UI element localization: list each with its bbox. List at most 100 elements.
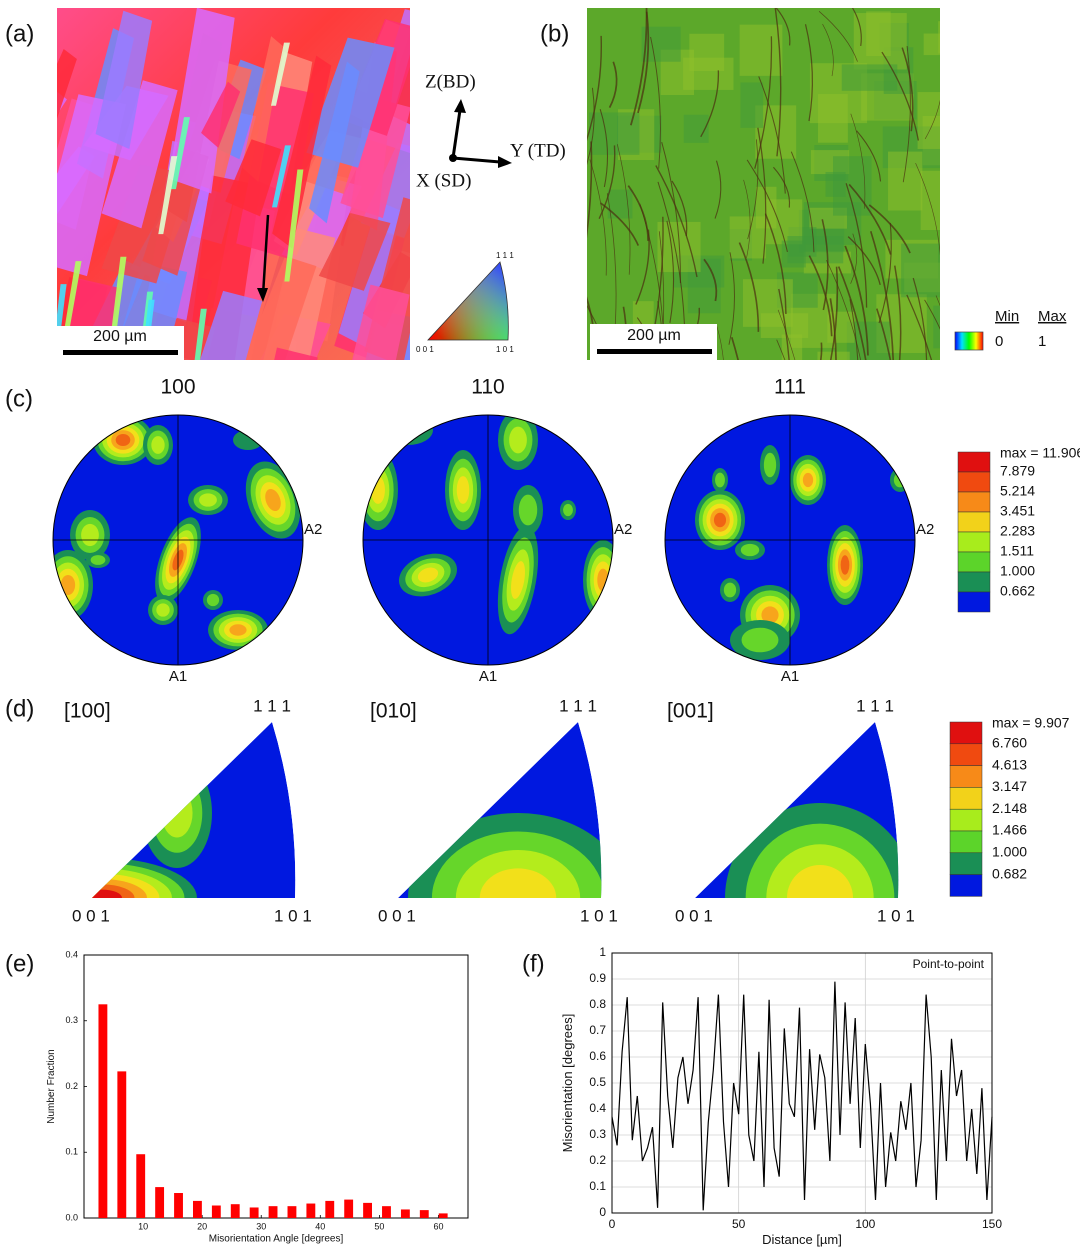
legend-swatch [957, 591, 991, 613]
grain [194, 308, 207, 360]
legend-label: 7.879 [1000, 463, 1035, 479]
boundary [570, 264, 578, 326]
contour [761, 606, 779, 624]
panel-label: (d) [5, 695, 34, 722]
legend-label: 2.283 [1000, 523, 1035, 539]
boundary [878, 222, 892, 324]
grain [352, 284, 410, 360]
boundary [764, 213, 787, 315]
contour [741, 627, 779, 653]
panel-label: (b) [540, 20, 569, 47]
contour [156, 603, 170, 617]
boundary [657, 181, 686, 326]
boundary [776, 339, 786, 360]
grain [95, 10, 153, 150]
axis-y-label: Y (TD) [510, 140, 566, 161]
legend-swatch [957, 471, 991, 493]
ipf-key [427, 261, 509, 341]
boundary [728, 252, 735, 345]
boundary [901, 47, 914, 132]
boundary [703, 258, 718, 302]
ipf-corner: 0 0 1 [675, 906, 713, 925]
axis-label: A2 [304, 521, 322, 538]
x-tick-label: 50 [732, 1217, 746, 1231]
boundary [821, 219, 829, 311]
x-axis-label: Misorientation Angle [degrees] [209, 1233, 344, 1244]
contour [206, 593, 220, 607]
boundary [829, 266, 839, 360]
y-tick-label: 0.8 [589, 997, 606, 1011]
legend-swatch [957, 551, 991, 573]
y-tick-label: 0.6 [589, 1049, 606, 1063]
legend-swatch [957, 531, 991, 553]
contour [60, 575, 76, 595]
y-tick-label: 0.0 [65, 1212, 78, 1222]
bar [268, 1206, 278, 1218]
pole-figure-title: 111 [774, 376, 806, 399]
boundary [627, 351, 631, 360]
y-tick-label: 0.5 [589, 1075, 606, 1089]
pole-figure-title: 100 [160, 376, 195, 399]
contour [199, 493, 217, 507]
panel-label: (a) [5, 20, 34, 47]
scale-bar-label: 200 µm [627, 327, 681, 344]
texture [901, 243, 940, 298]
color-bar [954, 331, 984, 351]
boundary [777, 309, 796, 360]
legend-label: 1.511 [1000, 543, 1034, 559]
panel-label: (f) [522, 950, 545, 977]
panel-label: (c) [5, 385, 33, 412]
grain [243, 256, 317, 360]
boundary [743, 179, 751, 258]
boundary [851, 8, 862, 47]
boundary [730, 336, 739, 360]
boundary [924, 99, 940, 140]
boundary [856, 130, 882, 182]
grain [270, 42, 290, 106]
pole-figure-title: 110 [471, 376, 504, 399]
contour [510, 561, 526, 599]
boundary [845, 183, 868, 308]
bar [382, 1206, 391, 1218]
y-tick-label: 0.7 [589, 1023, 606, 1037]
contour [151, 773, 203, 853]
y-tick-label: 0.2 [65, 1081, 78, 1091]
x-tick-label: 40 [315, 1221, 325, 1231]
contour [383, 415, 433, 445]
boundary [881, 51, 920, 141]
legend-swatch [949, 830, 983, 854]
contour [786, 864, 854, 898]
boundary [600, 202, 640, 246]
boundary [598, 145, 616, 219]
boundary [746, 159, 788, 253]
boundary [850, 233, 858, 284]
y-tick-label: 0.4 [589, 1101, 606, 1115]
contour [92, 884, 135, 898]
boundary [869, 231, 894, 360]
contour [233, 430, 263, 450]
legend-swatch [957, 511, 991, 533]
bar [249, 1207, 259, 1218]
boundary [829, 298, 837, 360]
boundary [599, 109, 608, 188]
panel-label: (e) [5, 950, 34, 977]
contour [417, 567, 439, 583]
boundary [738, 242, 760, 332]
texture [683, 57, 734, 90]
legend-label: 5.214 [1000, 483, 1035, 499]
y-tick-label: 0.1 [65, 1147, 78, 1157]
contour [161, 788, 193, 838]
legend-label: 1.000 [1000, 563, 1035, 579]
contour [455, 849, 581, 898]
boundary [655, 165, 698, 278]
grain [158, 156, 178, 235]
grain [271, 145, 291, 208]
contour [740, 543, 760, 557]
coordinate-axes [449, 99, 512, 168]
legend-label: 6.760 [992, 735, 1027, 751]
boundary [637, 11, 650, 114]
bar [136, 1154, 146, 1218]
arrow-head [257, 288, 268, 302]
bar [192, 1200, 202, 1218]
